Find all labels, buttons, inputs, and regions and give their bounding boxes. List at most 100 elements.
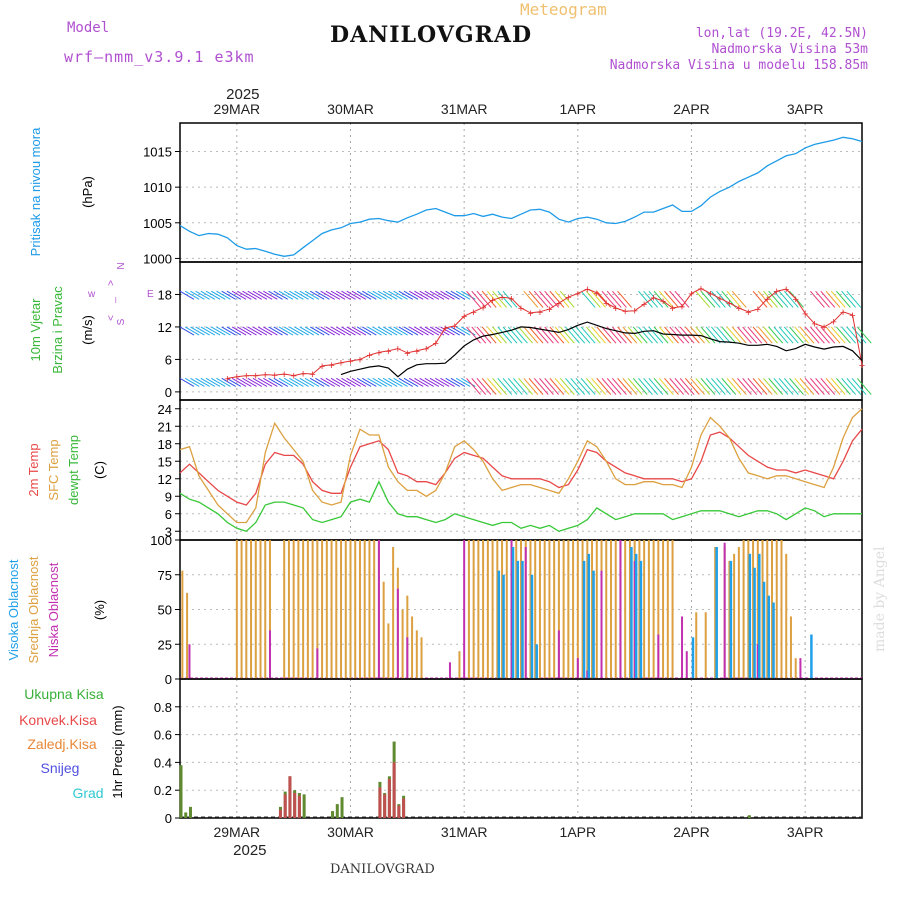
wind-gust-marker: + [290,371,296,383]
wind-barb [179,326,195,336]
wind-barb [763,290,778,308]
wind-barb [549,290,565,308]
wind-barb [773,326,789,344]
wind-barb [435,377,450,387]
wind-barb [825,290,841,308]
pressure-label: Pritisak na nivou mora [28,127,43,256]
wind-barb [184,290,200,300]
wind-barb [721,378,737,395]
meteogram-label: Meteogram [520,0,607,19]
date-label-bottom: 31MAR [441,824,488,840]
page-title: DANILOVGRAD [330,22,533,48]
wind-barb [231,326,247,336]
precip-bar [188,806,192,818]
precip-bar [392,762,396,818]
wind-gust-marker: + [404,348,410,360]
wind-barb [627,326,643,344]
wind-barb [820,326,836,344]
wind-barb [554,326,570,344]
wind-barb [789,378,804,395]
wind-barb [591,290,606,308]
model-elevation-label: Nadmorska Visina u modelu 158.85m [609,58,868,73]
wind-barb [716,326,731,344]
wind-barb [252,377,268,387]
y-tick-label: 1000 [143,251,172,266]
wind-gust-marker: + [546,304,552,316]
wind-barb [471,378,487,395]
wind-barb [841,326,857,344]
wind-barb [497,378,513,395]
wind-barb [195,377,210,387]
wind-barb [851,326,867,344]
wind-barb [393,377,408,387]
wind-gust-marker: + [840,307,846,319]
wind-barb [606,290,622,308]
wind-barb [518,378,534,395]
wind-barb [466,326,481,344]
wind-barb [466,290,481,308]
wind-barb [294,326,309,336]
wind-barb [346,377,361,387]
wind-barb [627,378,643,395]
wind-barb [216,377,231,387]
wind-barb [200,326,216,336]
wind-barb [794,326,810,344]
coordinates-label: lon,lat (19.2E, 42.5N) [695,26,868,41]
wind-barb [299,326,315,336]
wind-barb [346,326,361,336]
wind-barb [830,290,846,308]
wind-gust-marker: + [622,306,628,318]
wind-barb [242,326,257,336]
date-label-bottom: 1APR [560,824,597,840]
wind-gust-marker: + [669,303,675,315]
wind-barb [414,377,429,387]
wind-barb [195,326,210,336]
date-label-top: 30MAR [327,101,374,117]
wind-barb [403,326,419,336]
precip-bar [184,812,188,818]
wind-gust-marker: + [224,373,230,385]
wind-gust-marker: + [518,303,524,315]
wind-barb [726,290,742,308]
wind-barb [315,326,330,336]
wind-barb [679,378,695,395]
wind-barb [320,377,335,387]
wind-barb [492,378,507,395]
wind-barb [612,290,627,308]
wind-barb [268,290,283,300]
wind-barb [398,326,414,336]
wind-barb [336,326,351,336]
wind-barb [429,290,445,300]
wind-barb [747,326,763,344]
panel-cloud: 0 25 50 75 100 [150,533,863,687]
wind-barb [700,326,716,344]
wind-barb [778,378,794,395]
wind-barb [554,378,570,395]
wind-barb [518,326,534,344]
wind-gust-marker: + [755,304,761,316]
wind-barb [486,378,502,395]
y-tick-label: 18 [158,437,172,452]
wind-barb [445,290,460,300]
precip-legend-entry: Snijeg [41,760,80,776]
wind-barb [476,378,492,395]
wind-barb [393,290,408,300]
wind-gust-marker: + [631,306,637,318]
wind-barb [388,326,403,336]
y-tick-label: 0 [165,672,172,687]
wind-barb [435,290,450,300]
wind-barb [809,290,825,308]
wind-barb [309,326,325,336]
y-tick-label: 0 [165,811,172,826]
wind-barb [716,378,731,395]
wind-barb [486,326,502,344]
wind-barb [638,378,653,395]
wind-barb [737,326,752,344]
wind-barb [783,326,799,344]
wind-gust-marker: + [489,295,495,307]
wind-barb [815,290,830,308]
date-label-bottom: 2APR [673,824,710,840]
temp-unit: (C) [92,461,107,479]
wind-gust-marker: + [537,307,543,319]
wind-barb [690,378,705,395]
